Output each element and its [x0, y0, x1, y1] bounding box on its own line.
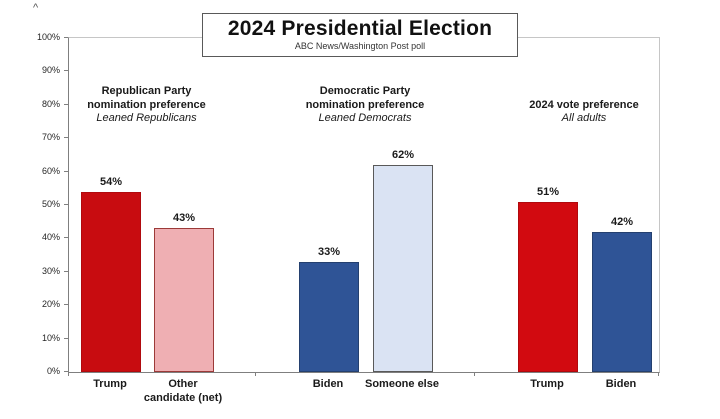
y-axis-tick-mark	[64, 204, 68, 205]
bar-value-label: 62%	[391, 148, 415, 161]
bar-value-label: 33%	[317, 245, 341, 258]
category-label: Biden	[605, 378, 637, 390]
chart-subtitle: ABC News/Washington Post poll	[294, 41, 426, 52]
category-label: Other candidate (net)	[143, 378, 223, 404]
caret-artifact: ^	[33, 2, 39, 14]
group-heading-line: nomination preference	[87, 98, 206, 111]
bar-trump	[81, 191, 141, 372]
y-axis-tick-label: 80%	[41, 98, 60, 109]
y-axis-tick-label: 30%	[41, 265, 60, 276]
y-axis-tick-label: 10%	[41, 332, 60, 343]
bar-trump	[518, 201, 578, 372]
chart-title: 2024 Presidential Election	[227, 17, 493, 40]
bar-biden	[592, 231, 652, 372]
group-heading-line: Democratic Party	[319, 84, 411, 97]
y-axis-tick-label: 50%	[41, 199, 60, 209]
y-axis-tick-mark	[64, 103, 68, 105]
x-axis-tick-mark	[68, 372, 69, 376]
y-axis-tick-mark	[64, 137, 68, 139]
y-axis-tick-label: 90%	[41, 65, 60, 76]
y-axis-tick-mark	[64, 237, 68, 239]
bar-other-candidate-net-	[154, 228, 214, 372]
y-axis-tick-mark	[64, 170, 68, 172]
group-subheading: Leaned Republicans	[96, 112, 197, 125]
y-axis-tick-label: 100%	[36, 32, 60, 42]
y-axis-tick-mark	[64, 37, 68, 38]
group-heading: Democratic Party nomination preference Lea…	[255, 80, 475, 126]
y-axis-tick-mark	[64, 337, 68, 339]
group-subheading: All adults	[561, 112, 607, 125]
group-heading: 2024 vote preference All adults	[474, 80, 694, 126]
bar-value-label: 42%	[610, 215, 634, 228]
bar-biden	[299, 261, 359, 372]
category-label: Trump	[530, 378, 564, 390]
y-axis-tick-label: 40%	[41, 232, 60, 243]
y-axis-tick-label: 70%	[41, 132, 60, 143]
group-heading-line: 2024 vote preference	[529, 98, 639, 111]
y-axis-tick-label: 0%	[46, 366, 60, 376]
x-axis-tick-mark	[474, 372, 475, 376]
y-axis-tick-mark	[64, 70, 68, 72]
x-axis-tick-mark	[658, 372, 659, 376]
category-label: Trump	[93, 378, 127, 390]
category-label: Someone else	[365, 378, 439, 390]
group-heading-line: Republican Party	[101, 84, 192, 97]
group-subheading: Leaned Democrats	[318, 112, 412, 125]
group-heading-line: nomination preference	[305, 98, 425, 111]
bar-value-label: 43%	[172, 212, 196, 225]
group-heading: Republican Party nomination preference Lea…	[37, 80, 257, 126]
x-axis-tick-mark	[255, 372, 256, 376]
y-axis-tick-label: 60%	[41, 165, 60, 176]
bar-someone-else	[373, 164, 433, 372]
y-axis-tick-label: 20%	[41, 299, 60, 310]
y-axis-tick-mark	[64, 304, 68, 306]
bar-value-label: 54%	[99, 175, 123, 188]
y-axis-tick-mark	[64, 371, 68, 372]
chart-title-box: 2024 Presidential Election ABC News/Wash…	[202, 13, 518, 58]
plot-area: 54% 43% 33% 62% 51% 42%	[68, 37, 660, 373]
y-axis-tick-mark	[64, 270, 68, 272]
category-label: Biden	[312, 378, 344, 390]
bar-value-label: 51%	[536, 185, 560, 198]
